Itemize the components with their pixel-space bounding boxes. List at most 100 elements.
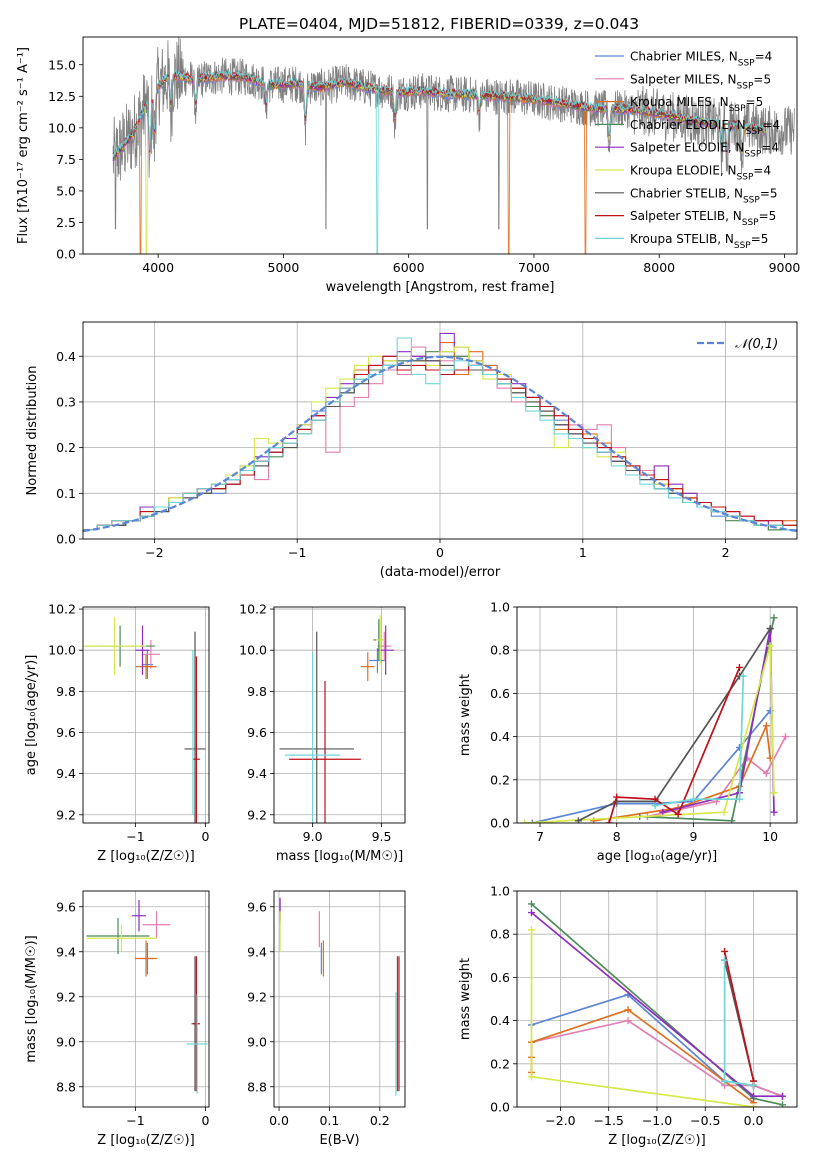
y-tick-label: 9.6: [247, 899, 267, 914]
plot-area: [527, 900, 787, 1107]
x-tick-label: 9000: [769, 260, 801, 275]
weight-line: [530, 1008, 755, 1104]
weight-marker: [521, 819, 529, 823]
weight-marker: [720, 808, 728, 816]
x-tick-label: 1: [579, 545, 587, 560]
x-tick-label: 0.0: [744, 1113, 764, 1128]
legend-entry: Kroupa STELIB, NSSP=5: [630, 232, 768, 251]
plot-area: [83, 617, 206, 823]
y-tick-label: 9.2: [56, 989, 76, 1004]
x-tick-label: −1: [288, 545, 306, 560]
y-tick-label: 0.8: [490, 643, 510, 658]
errorbar-point: [134, 940, 158, 977]
weight-marker: [674, 810, 682, 818]
y-tick-label: 9.2: [247, 807, 267, 822]
weight-marker: [527, 1073, 535, 1081]
weight-marker: [750, 1092, 758, 1100]
weight-marker: [770, 808, 778, 816]
errorbar-point: [184, 631, 206, 823]
y-tick-label: 9.2: [247, 989, 267, 1004]
y-axis-label: Flux [fλ10⁻¹⁷ erg cm⁻² s⁻¹ A⁻¹]: [16, 47, 31, 244]
weight-line: [723, 951, 755, 1086]
weight-marker: [781, 733, 789, 741]
y-tick-label: 0.4: [56, 349, 76, 364]
weight-line: [530, 929, 754, 1107]
axes-frame: [273, 890, 406, 1108]
y-tick-label: 1.0: [490, 600, 510, 615]
x-tick-label: 5000: [268, 260, 300, 275]
y-tick-label: 9.0: [56, 1034, 76, 1049]
x-tick-label: 0: [436, 545, 444, 560]
y-tick-label: 9.4: [56, 766, 76, 781]
weight-marker: [527, 909, 535, 917]
y-tick-label: 2.5: [56, 215, 76, 230]
y-tick-label: 10.0: [48, 120, 76, 135]
figure-title: PLATE=0404, MJD=51812, FIBERID=0339, z=0…: [239, 15, 639, 33]
errorbar-point: [376, 615, 385, 665]
x-tick-label: 0.2: [370, 1113, 390, 1128]
errorbar-point: [132, 900, 146, 932]
y-tick-label: 10.2: [48, 602, 76, 617]
weight-marker: [527, 900, 535, 908]
weight-marker: [689, 795, 697, 803]
legend-entry: Salpeter MILES, NSSP=5: [630, 72, 771, 91]
y-tick-label: 0.0: [56, 247, 76, 262]
y-tick-label: 0.3: [56, 394, 76, 409]
errorbar-point: [86, 918, 150, 954]
y-tick-label: 9.2: [56, 807, 76, 822]
weight-line: [524, 645, 775, 823]
axes-frame: [82, 36, 798, 255]
y-tick-label: 9.6: [56, 899, 76, 914]
y-tick-label: 15.0: [48, 57, 76, 72]
weight-marker: [527, 926, 535, 934]
y-tick-label: 0.0: [490, 1100, 510, 1115]
y-tick-label: 0.4: [490, 729, 510, 744]
panel-mass-weight-vs-Z: −2.0 −1.5 −1.0 −0.5 0.0 0.0 0.2 0.4 0.6 0.8 1.0 Z […: [458, 884, 798, 1148]
legend-entry: Chabrier STELIB, NSSP=5: [630, 186, 778, 205]
x-tick-label: 9.0: [303, 829, 323, 844]
x-tick-label: 0: [202, 829, 210, 844]
errorbar-point: [141, 639, 160, 669]
y-tick-label: 9.8: [56, 684, 76, 699]
panel-spectrum: Chabrier MILES, NSSP=4 Salpeter MILES, NS…: [16, 36, 801, 295]
y-tick-label: 5.0: [56, 183, 76, 198]
x-axis-label: (data-model)/error: [380, 565, 501, 580]
y-tick-label: 0.0: [490, 816, 510, 831]
legend-entry: Salpeter STELIB, NSSP=5: [630, 209, 776, 228]
x-tick-label: 7: [536, 829, 544, 844]
weight-marker: [770, 789, 778, 797]
y-tick-label: 10.2: [239, 602, 267, 617]
y-axis-label: Normed distribution: [25, 366, 40, 496]
plot-area: [83, 332, 797, 533]
legend-entry: Kroupa ELODIE, NSSP=4: [630, 164, 771, 183]
errorbar-point: [86, 924, 157, 952]
weight-marker: [721, 956, 729, 964]
x-tick-label: 0.1: [319, 1113, 339, 1128]
weight-marker: [750, 1103, 758, 1107]
weight-marker: [721, 1077, 729, 1085]
plot-area: [279, 615, 394, 823]
y-tick-label: 8.8: [247, 1079, 267, 1094]
errorbar-point: [285, 652, 341, 823]
x-tick-label: 4000: [142, 260, 174, 275]
errorbar-point: [191, 650, 195, 815]
weight-marker: [721, 947, 729, 955]
x-axis-label: E(B-V): [319, 1133, 359, 1148]
panel-residuals: 𝒩(0,1) −2 −1 0 1 2 0.0 0.1 0.2 0.3 0.4 (data-model)…: [25, 321, 798, 580]
plot-area: [279, 897, 400, 1096]
panel-age-vs-mass: 9.0 9.5 9.2 9.4 9.6 9.8 10.0 10.2 mass [log₁₀(M/…: [239, 602, 406, 864]
x-axis-label: wavelength [Angstrom, rest frame]: [326, 280, 555, 295]
weight-marker: [762, 722, 770, 730]
x-axis-label: Z [log₁₀(Z/Z☉)]: [97, 1133, 194, 1148]
x-tick-label: 9: [689, 829, 697, 844]
weight-marker: [779, 1092, 787, 1100]
weight-marker: [750, 1081, 758, 1089]
x-tick-label: −2: [145, 545, 163, 560]
weight-marker: [762, 769, 770, 777]
weight-marker: [528, 819, 536, 823]
x-axis-label: Z [log₁₀(Z/Z☉)]: [97, 849, 194, 864]
legend-entry: Salpeter ELODIE, NSSP=4: [630, 141, 779, 160]
y-axis-label: age [log₁₀(age/yr)]: [24, 655, 39, 776]
errorbar-point: [369, 648, 386, 673]
